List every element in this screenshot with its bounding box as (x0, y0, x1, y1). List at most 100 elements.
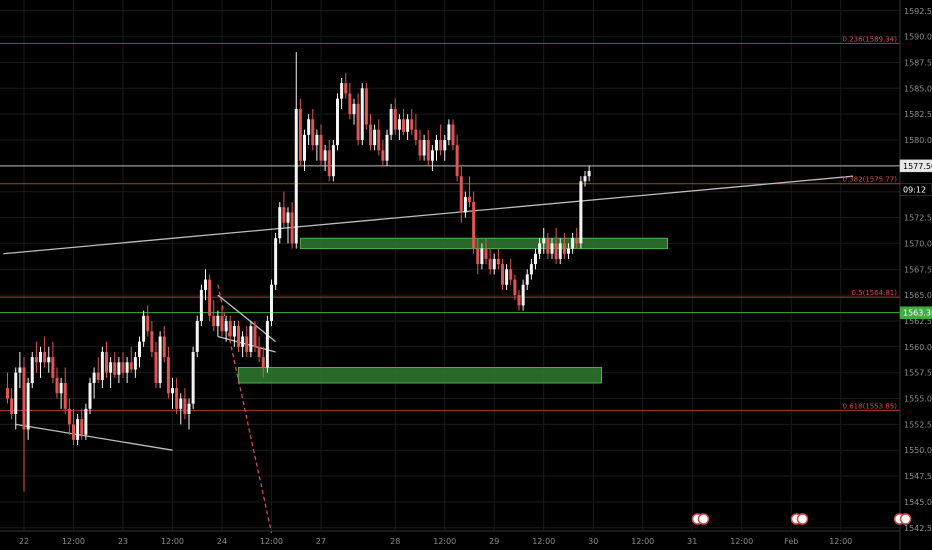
candle-body (199, 289, 203, 321)
candle-body (356, 103, 360, 140)
time-tick-label: 22 (19, 537, 29, 546)
trend-line[interactable] (15, 423, 173, 451)
candle-body (80, 419, 84, 435)
candle-body (224, 320, 228, 332)
candle-body (30, 357, 34, 383)
candle-body (550, 243, 554, 254)
horizontal-lines (0, 42, 900, 411)
candle-body (237, 326, 240, 347)
event-marker-icon[interactable] (893, 513, 912, 525)
candle-body (195, 320, 199, 352)
candles (6, 52, 591, 492)
fib-level-label: 0.382(1575.77) (843, 176, 898, 184)
candle-body (150, 331, 154, 352)
fib-level-label: 0.618(1553.85) (843, 402, 898, 410)
candle-body (529, 264, 533, 275)
candle-body (410, 119, 414, 130)
candle-body (105, 351, 108, 373)
price-tag[interactable]: 1577.50 (899, 159, 932, 173)
candle-body (96, 372, 100, 380)
time-tick-label: 12:00 (161, 537, 184, 546)
candle-body (245, 336, 249, 352)
trend-line[interactable] (3, 175, 854, 255)
candle-body (220, 315, 224, 332)
price-tag-bg (899, 183, 932, 196)
candle-body (501, 264, 504, 285)
candle-body (212, 315, 216, 327)
candle-body (554, 243, 558, 259)
time-tick-label: 12:00 (532, 537, 555, 546)
candle-body (418, 140, 422, 156)
candle-body (183, 398, 187, 415)
event-markers[interactable] (691, 513, 912, 525)
candle-body (538, 243, 542, 254)
candle-body (319, 134, 323, 161)
candle-body (208, 279, 212, 316)
price-tick-label: 1542.50 (904, 524, 932, 533)
candle-body (476, 248, 480, 265)
candle-body (171, 388, 174, 394)
candle-body (496, 258, 500, 265)
candle-body (323, 150, 327, 161)
candle-body (331, 145, 335, 177)
price-axis[interactable]: 1542.50 1545.00 1547.50 1550.00 1552.50 1555.… (899, 0, 932, 550)
candle-body (463, 196, 467, 213)
candle-body (18, 367, 22, 373)
price-tag-label: 1577.50 (903, 162, 932, 171)
candle-body (76, 419, 80, 440)
price-tag-bg (899, 306, 932, 319)
candle-body (303, 134, 306, 161)
candle-body (447, 124, 451, 140)
candle-body (55, 377, 59, 394)
time-axis[interactable]: 22 12:00 23 12:00 24 12:00 27 28 12:00 29 12:00 30 1… (0, 530, 900, 546)
time-tick-label: 28 (390, 537, 400, 546)
support-zone[interactable] (299, 237, 668, 250)
candle-body (43, 351, 47, 363)
candle-body (138, 341, 141, 358)
time-tick-label: 30 (588, 537, 598, 546)
candle-body (534, 253, 537, 265)
time-tick-label: 31 (687, 537, 697, 546)
candle-body (158, 336, 162, 383)
price-tick-label: 1592.50 (904, 7, 932, 16)
candle-body (113, 362, 117, 375)
candle-body (389, 108, 393, 135)
candle-body (583, 176, 587, 182)
candle-body (146, 315, 150, 332)
candle-body (348, 93, 352, 115)
candle-body (369, 124, 372, 146)
event-marker-icon[interactable] (790, 513, 809, 525)
price-tick-label: 1560.00 (904, 343, 932, 352)
price-tick-label: 1550.00 (904, 446, 932, 455)
candle-body (360, 88, 364, 140)
candle-body (204, 279, 207, 290)
candle-body (513, 279, 517, 296)
event-marker-icon[interactable] (691, 513, 710, 525)
support-zone[interactable] (238, 366, 602, 384)
fib-level-label: 0.236(1589.34) (843, 35, 898, 43)
candle-body (47, 357, 51, 363)
time-tick-label: 12:00 (730, 537, 753, 546)
candle-body (109, 362, 113, 373)
candle-body (402, 119, 405, 132)
candle-body (175, 388, 179, 409)
candle-body (84, 408, 88, 435)
candle-body (480, 248, 484, 265)
candle-body (142, 315, 146, 342)
time-tick-label: 12:00 (62, 537, 85, 546)
event-marker-circle (697, 513, 710, 525)
candle-body (274, 238, 278, 285)
price-tag[interactable]: 1563.30 (899, 306, 932, 319)
candle-body (315, 134, 319, 146)
candle-body (228, 320, 232, 337)
price-tag[interactable]: 09:12 (899, 183, 932, 196)
candle-body (311, 119, 315, 146)
candle-body (546, 238, 550, 254)
candle-body (88, 382, 92, 409)
time-tick-label: Feb (784, 537, 798, 546)
candle-body (459, 176, 463, 213)
candle-body (414, 129, 418, 140)
candle-body (26, 382, 30, 430)
